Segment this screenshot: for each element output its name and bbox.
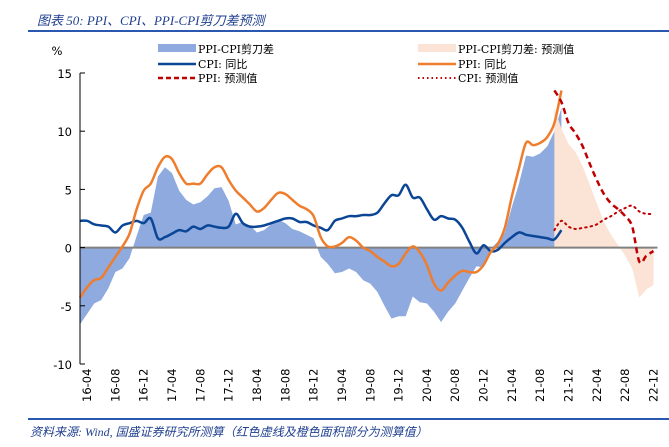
x-tick-label: 18-04 (250, 369, 264, 402)
ppi-forecast-line (553, 89, 655, 265)
legend-gap-forecast-swatch (418, 44, 456, 52)
x-tick-label: 22-12 (646, 369, 660, 402)
y-tick-label: 5 (65, 183, 72, 197)
gap-area (80, 107, 562, 325)
x-tick-label: 20-08 (448, 369, 462, 402)
source-note: 资料来源: Wind, 国盛证券研究所测算（红色虚线及橙色面积部分为测算值） (30, 425, 428, 439)
x-tick-label: 19-04 (335, 369, 349, 402)
x-tick-label: 17-04 (165, 369, 179, 402)
x-tick-label: 17-12 (222, 369, 236, 402)
x-tick-label: 19-08 (363, 369, 377, 402)
ppi-line (78, 90, 563, 299)
legend-gap-label: PPI-CPI剪刀差 (198, 42, 274, 56)
title-divider (28, 30, 669, 32)
gap-forecast-area (554, 107, 654, 298)
x-tick-label: 21-04 (505, 369, 519, 402)
x-tick-label: 16-04 (80, 369, 94, 402)
source-divider (28, 418, 669, 420)
x-tick-label: 19-12 (392, 369, 406, 402)
y-tick-label: 0 (65, 242, 72, 256)
x-tick-label: 20-04 (420, 369, 434, 402)
x-tick-label: 22-04 (590, 369, 604, 402)
cpi-line (79, 183, 563, 255)
chart-title: 图表 50: PPI、CPI、PPI-CPI剪刀差预测 (37, 13, 265, 28)
x-tick-label: 18-08 (278, 369, 292, 402)
x-tick-label: 21-08 (533, 369, 547, 402)
legend-cpi-forecast-label: CPI: 预测值 (458, 72, 518, 85)
y-axis-unit-label: % (52, 44, 63, 58)
x-tick-label: 17-08 (193, 369, 207, 402)
legend-gap-swatch (158, 44, 196, 52)
y-tick-label: -5 (61, 300, 72, 314)
legend-ppi-forecast-label: PPI: 预测值 (198, 72, 257, 85)
x-tick-label: 16-12 (137, 369, 151, 402)
x-tick-label: 21-12 (562, 369, 576, 402)
y-tick-label: -10 (53, 358, 72, 372)
x-tick-label: 22-08 (618, 369, 632, 402)
legend-ppi-label: PPI: 同比 (458, 58, 506, 71)
y-tick-label: 10 (57, 125, 72, 139)
x-tick-label: 20-12 (477, 369, 491, 402)
x-tick-label: 16-08 (108, 369, 122, 402)
x-tick-label: 18-12 (307, 369, 321, 402)
cpi-forecast-line (553, 204, 655, 232)
legend-cpi-label: CPI: 同比 (198, 58, 247, 71)
legend-gap-forecast-label: PPI-CPI剪刀差: 预测值 (458, 42, 574, 56)
y-tick-label: 15 (57, 67, 72, 81)
